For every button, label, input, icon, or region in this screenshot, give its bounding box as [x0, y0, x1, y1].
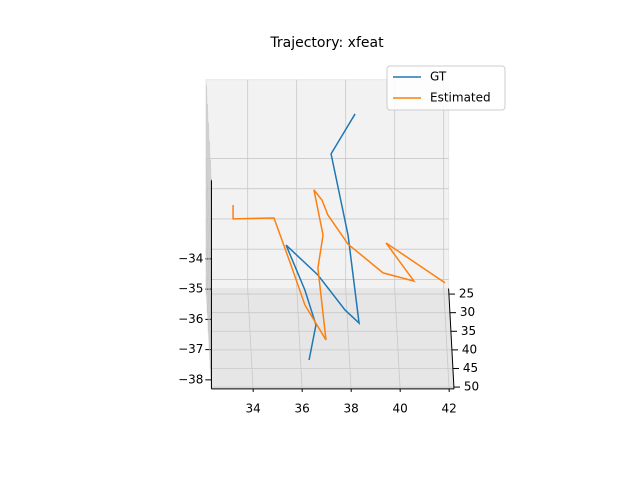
x-tick-label: 34 — [245, 401, 260, 415]
y-tick-label: 35 — [461, 324, 476, 338]
z-tick-label: −37 — [178, 342, 203, 356]
z-tick-label: −34 — [178, 251, 203, 265]
z-tick-label: −35 — [178, 282, 203, 296]
z-tick-label: −36 — [178, 312, 203, 326]
y-tick-label: 45 — [463, 361, 478, 375]
x-tick-label: 38 — [343, 401, 358, 415]
chart-title: Trajectory: xfeat — [269, 35, 384, 51]
y-tick-label: 25 — [459, 287, 474, 301]
back-pane — [206, 80, 449, 289]
x-tick-label: 40 — [392, 401, 407, 415]
x-tick-label: 36 — [294, 401, 309, 415]
z-tick-label: −38 — [178, 372, 203, 386]
floor-pane — [206, 288, 454, 388]
x-tick-label: 42 — [441, 401, 456, 415]
y-tick-label: 40 — [462, 342, 477, 356]
legend-label: GT — [430, 70, 447, 84]
y-tick-label: 50 — [464, 380, 479, 394]
legend-label: Estimated — [430, 91, 491, 105]
y-tick-label: 30 — [460, 305, 475, 319]
